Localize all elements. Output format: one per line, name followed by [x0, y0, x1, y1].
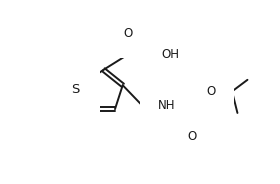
Text: O: O — [207, 85, 216, 98]
Text: O: O — [187, 130, 197, 143]
Text: S: S — [72, 83, 80, 95]
Text: O: O — [123, 27, 133, 40]
Text: OH: OH — [161, 48, 179, 61]
Text: NH: NH — [158, 99, 175, 112]
